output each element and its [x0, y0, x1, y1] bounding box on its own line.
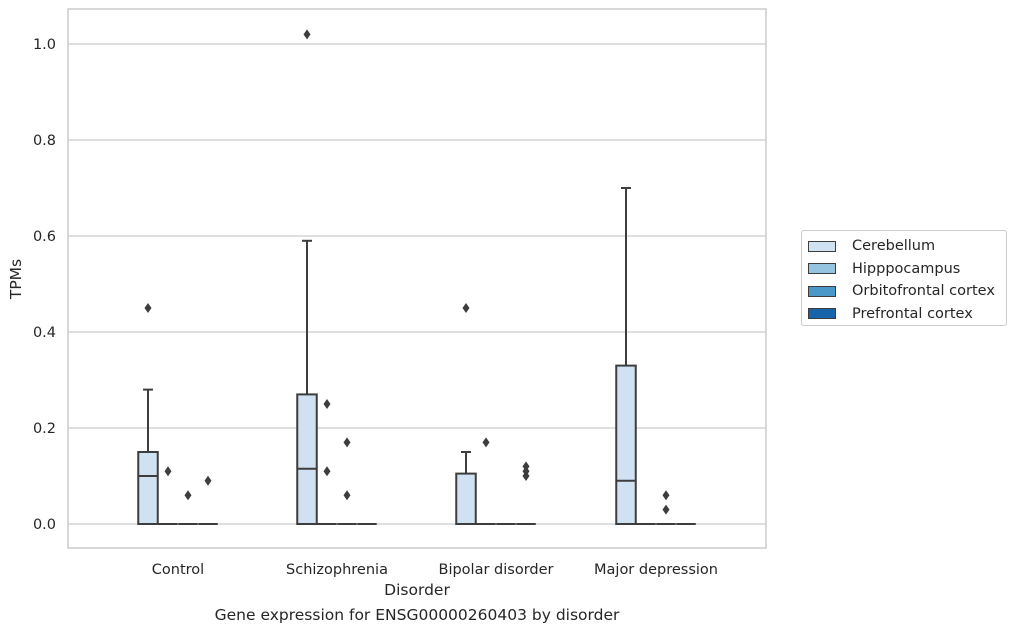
outlier-point — [164, 466, 172, 477]
x-tick-label: Schizophrenia — [286, 562, 388, 578]
legend-label: Cerebellum — [852, 238, 936, 255]
outlier-point — [662, 490, 670, 501]
legend-item: Hipppocampus — [808, 258, 1006, 281]
outlier-point — [522, 471, 530, 481]
legend-swatch — [808, 240, 836, 252]
outlier-point — [303, 29, 311, 40]
box-2-3 — [656, 490, 676, 525]
legend-item: Orbitofrontal cortex — [808, 280, 1006, 303]
outlier-point — [204, 475, 212, 486]
box-2-0 — [178, 490, 198, 525]
box-1-2 — [476, 437, 496, 525]
box-body — [615, 364, 637, 525]
x-axis-label: Disorder — [384, 581, 450, 599]
y-tick-label: 0.0 — [33, 517, 56, 533]
legend-swatch — [808, 285, 836, 297]
box-1-1 — [317, 399, 337, 525]
box-3-2 — [516, 461, 536, 525]
x-tick-label: Bipolar disorder — [439, 562, 554, 578]
box-0-0 — [137, 303, 159, 525]
y-tick-label: 0.8 — [33, 133, 56, 149]
legend-item: Prefrontal cortex — [808, 303, 1006, 326]
box-0-2 — [455, 303, 477, 526]
outlier-point — [662, 504, 670, 515]
box-1-0 — [158, 466, 178, 525]
plot-frame — [67, 8, 767, 549]
box-0-3 — [615, 187, 637, 525]
x-tick-label: Major depression — [594, 562, 718, 578]
legend-label: Orbitofrontal cortex — [852, 283, 995, 300]
y-tick-label: 1.0 — [33, 37, 56, 53]
y-tick-label: 0.6 — [33, 229, 56, 245]
outlier-point — [343, 490, 351, 501]
box-3-0 — [198, 475, 218, 525]
legend: Cerebellum Hipppocampus Orbitofrontal cort… — [801, 230, 1007, 326]
box-body — [296, 393, 318, 525]
outlier-point — [144, 303, 152, 313]
box-body — [137, 451, 159, 525]
chart-caption: Gene expression for ENSG00000260403 by d… — [214, 606, 620, 624]
y-tick-label: 0.2 — [33, 421, 56, 437]
box-2-1 — [337, 437, 357, 525]
legend-swatch — [808, 308, 836, 320]
legend-item: Cerebellum — [808, 235, 1006, 258]
legend-label: Prefrontal cortex — [852, 305, 973, 322]
y-axis-label: TPMs — [7, 259, 25, 300]
outlier-point — [323, 466, 331, 477]
y-tick-label: 0.4 — [33, 325, 56, 341]
outlier-point — [184, 490, 192, 501]
legend-swatch — [808, 263, 836, 275]
outlier-point — [482, 437, 490, 448]
legend-label: Hipppocampus — [852, 260, 961, 277]
x-tick-label: Control — [152, 562, 204, 578]
outlier-point — [462, 303, 470, 313]
box-0-1 — [296, 29, 318, 525]
box-body — [455, 472, 477, 526]
outlier-point — [343, 437, 351, 448]
outlier-point — [323, 399, 331, 409]
